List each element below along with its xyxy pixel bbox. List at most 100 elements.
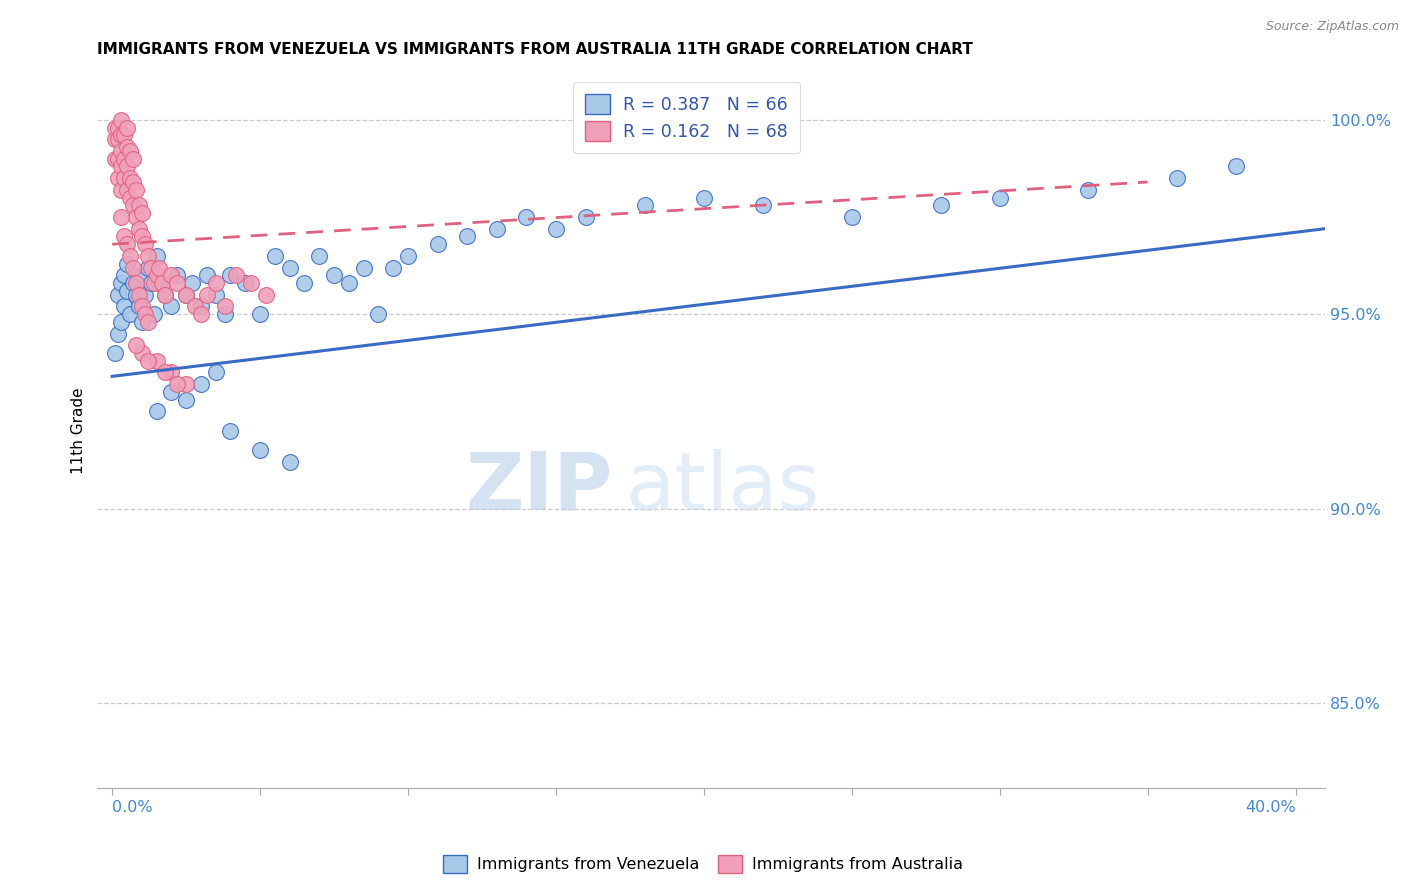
Point — [155, 287, 177, 301]
Point — [139, 260, 162, 275]
Point — [693, 191, 716, 205]
Point — [181, 276, 204, 290]
Point — [214, 307, 236, 321]
Point — [337, 276, 360, 290]
Point — [107, 171, 129, 186]
Point — [104, 120, 127, 135]
Point — [214, 300, 236, 314]
Text: IMMIGRANTS FROM VENEZUELA VS IMMIGRANTS FROM AUSTRALIA 11TH GRADE CORRELATION CH: IMMIGRANTS FROM VENEZUELA VS IMMIGRANTS … — [97, 42, 973, 57]
Point — [240, 276, 263, 290]
Point — [195, 287, 218, 301]
Point — [294, 276, 316, 290]
Point — [112, 300, 135, 314]
Point — [160, 268, 183, 283]
Point — [115, 140, 138, 154]
Point — [160, 384, 183, 399]
Point — [118, 307, 141, 321]
Point — [166, 276, 188, 290]
Point — [128, 287, 150, 301]
Text: ZIP: ZIP — [465, 449, 613, 527]
Point — [115, 257, 138, 271]
Point — [174, 287, 197, 301]
Point — [136, 260, 159, 275]
Point — [112, 128, 135, 143]
Point — [195, 268, 218, 283]
Point — [574, 210, 596, 224]
Point — [145, 354, 167, 368]
Point — [841, 210, 863, 224]
Point — [128, 300, 150, 314]
Point — [174, 392, 197, 407]
Point — [110, 276, 132, 290]
Point — [308, 249, 330, 263]
Point — [263, 249, 285, 263]
Point — [174, 377, 197, 392]
Point — [160, 300, 183, 314]
Point — [107, 120, 129, 135]
Point — [121, 276, 143, 290]
Point — [118, 249, 141, 263]
Point — [929, 198, 952, 212]
Point — [249, 443, 271, 458]
Point — [134, 307, 156, 321]
Point — [353, 260, 375, 275]
Point — [128, 198, 150, 212]
Point — [367, 307, 389, 321]
Point — [190, 307, 212, 321]
Point — [131, 315, 153, 329]
Point — [1166, 171, 1188, 186]
Point — [115, 120, 138, 135]
Point — [323, 268, 346, 283]
Point — [131, 300, 153, 314]
Point — [254, 287, 277, 301]
Point — [121, 260, 143, 275]
Text: Source: ZipAtlas.com: Source: ZipAtlas.com — [1265, 20, 1399, 33]
Point — [104, 346, 127, 360]
Point — [112, 229, 135, 244]
Point — [110, 160, 132, 174]
Point — [125, 276, 148, 290]
Point — [112, 152, 135, 166]
Point — [752, 198, 775, 212]
Point — [233, 276, 256, 290]
Point — [118, 191, 141, 205]
Point — [134, 237, 156, 252]
Point — [131, 206, 153, 220]
Point — [515, 210, 537, 224]
Point — [110, 128, 132, 143]
Point — [131, 346, 153, 360]
Point — [396, 249, 419, 263]
Point — [219, 268, 242, 283]
Point — [249, 307, 271, 321]
Point — [190, 300, 212, 314]
Point — [125, 338, 148, 352]
Point — [155, 366, 177, 380]
Point — [136, 249, 159, 263]
Point — [166, 377, 188, 392]
Point — [152, 276, 174, 290]
Point — [107, 132, 129, 146]
Point — [118, 171, 141, 186]
Point — [145, 268, 167, 283]
Point — [634, 198, 657, 212]
Point — [225, 268, 247, 283]
Text: 40.0%: 40.0% — [1244, 800, 1295, 815]
Point — [107, 287, 129, 301]
Legend: R = 0.387   N = 66, R = 0.162   N = 68: R = 0.387 N = 66, R = 0.162 N = 68 — [574, 82, 800, 153]
Point — [110, 183, 132, 197]
Point — [110, 144, 132, 158]
Point — [110, 112, 132, 127]
Point — [112, 268, 135, 283]
Legend: Immigrants from Venezuela, Immigrants from Australia: Immigrants from Venezuela, Immigrants fr… — [437, 848, 969, 880]
Point — [174, 287, 197, 301]
Point — [190, 377, 212, 392]
Point — [110, 315, 132, 329]
Point — [121, 175, 143, 189]
Point — [125, 183, 148, 197]
Point — [426, 237, 449, 252]
Point — [112, 171, 135, 186]
Point — [155, 287, 177, 301]
Point — [145, 404, 167, 418]
Point — [204, 287, 226, 301]
Point — [121, 152, 143, 166]
